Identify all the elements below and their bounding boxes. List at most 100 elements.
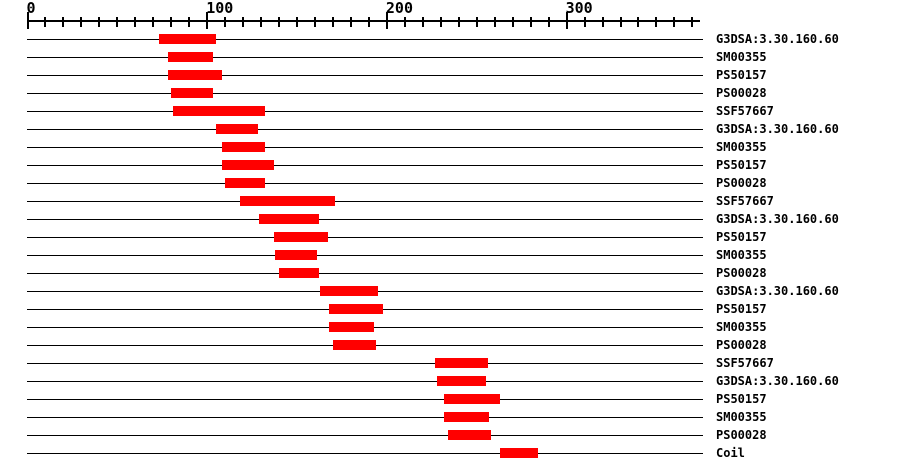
- feature-row-line: [27, 417, 703, 418]
- feature-bar: [216, 124, 258, 134]
- ruler-tick-minor: [242, 17, 245, 27]
- feature-row-label: G3DSA:3.30.160.60: [716, 284, 839, 298]
- ruler-tick-minor: [134, 17, 137, 27]
- ruler-tick-minor: [62, 17, 65, 27]
- feature-row-line: [27, 399, 703, 400]
- ruler-tick-minor: [601, 17, 604, 27]
- feature-row-line: [27, 453, 703, 454]
- ruler-tick-minor: [116, 17, 119, 27]
- feature-row-label: SM00355: [716, 320, 767, 334]
- ruler-line: [27, 20, 700, 22]
- ruler-tick-minor: [403, 17, 406, 27]
- feature-row-line: [27, 165, 703, 166]
- ruler-tick-label: 0: [26, 0, 36, 17]
- ruler-tick-label: 200: [385, 0, 413, 17]
- feature-row-line: [27, 39, 703, 40]
- feature-row-line: [27, 363, 703, 364]
- feature-row-line: [27, 129, 703, 130]
- feature-row-line: [27, 237, 703, 238]
- ruler-tick-major: [385, 12, 388, 29]
- ruler-tick-minor: [349, 17, 352, 27]
- feature-row-label: PS00028: [716, 176, 767, 190]
- feature-row-line: [27, 219, 703, 220]
- feature-row-label: G3DSA:3.30.160.60: [716, 374, 839, 388]
- feature-row-label: Coil: [716, 446, 745, 460]
- feature-row-label: SM00355: [716, 410, 767, 424]
- feature-row-line: [27, 183, 703, 184]
- feature-row-line: [27, 75, 703, 76]
- feature-row-label: SM00355: [716, 50, 767, 64]
- feature-bar: [225, 178, 265, 188]
- feature-bar: [444, 394, 501, 404]
- feature-row-line: [27, 435, 703, 436]
- ruler-tick-minor: [152, 17, 155, 27]
- feature-row-label: SM00355: [716, 248, 767, 262]
- feature-row-label: PS50157: [716, 68, 767, 82]
- ruler-tick-minor: [637, 17, 640, 27]
- feature-bar: [437, 376, 486, 386]
- feature-bar: [332, 340, 377, 350]
- feature-bar: [329, 304, 384, 314]
- ruler-tick-minor: [170, 17, 173, 27]
- ruler-tick-minor: [529, 17, 532, 27]
- feature-row-label: PS00028: [716, 338, 767, 352]
- ruler-tick-minor: [493, 17, 496, 27]
- ruler-tick-minor: [439, 17, 442, 27]
- feature-row-label: SSF57667: [716, 104, 774, 118]
- feature-bar: [221, 142, 265, 152]
- feature-row-line: [27, 201, 703, 202]
- ruler-tick-minor: [278, 17, 281, 27]
- feature-bar: [273, 232, 328, 242]
- ruler-tick-minor: [188, 17, 191, 27]
- ruler-tick-minor: [655, 17, 658, 27]
- feature-bar: [221, 160, 274, 170]
- feature-bar: [275, 250, 317, 260]
- feature-bar: [173, 106, 265, 116]
- feature-row-line: [27, 111, 703, 112]
- feature-row-line: [27, 93, 703, 94]
- feature-bar: [447, 430, 492, 440]
- feature-row-label: G3DSA:3.30.160.60: [716, 122, 839, 136]
- ruler-tick-major: [206, 12, 209, 29]
- feature-bar: [171, 88, 213, 98]
- ruler-tick-minor: [314, 17, 317, 27]
- feature-row-label: SM00355: [716, 140, 767, 154]
- feature-row-label: PS50157: [716, 302, 767, 316]
- feature-bar: [444, 412, 490, 422]
- feature-bar: [259, 214, 319, 224]
- ruler-tick-minor: [511, 17, 514, 27]
- feature-bar: [279, 268, 319, 278]
- feature-row-label: G3DSA:3.30.160.60: [716, 32, 839, 46]
- feature-bar: [239, 196, 335, 206]
- feature-bar: [167, 52, 213, 62]
- ruler-tick-minor: [296, 17, 299, 27]
- ruler-tick-minor: [98, 17, 101, 27]
- feature-row-label: PS00028: [716, 266, 767, 280]
- feature-row-label: SSF57667: [716, 194, 774, 208]
- feature-bar: [500, 448, 538, 458]
- feature-bar: [320, 286, 378, 296]
- ruler-tick-minor: [44, 17, 47, 27]
- feature-row-line: [27, 255, 703, 256]
- ruler-tick-minor: [260, 17, 263, 27]
- ruler-tick-major: [565, 12, 568, 29]
- feature-row-label: PS00028: [716, 428, 767, 442]
- ruler-tick-minor: [421, 17, 424, 27]
- feature-row-line: [27, 381, 703, 382]
- ruler-tick-minor: [367, 17, 370, 27]
- feature-bar: [329, 322, 375, 332]
- feature-bar: [435, 358, 488, 368]
- ruler-tick-minor: [619, 17, 622, 27]
- feature-bar: [167, 70, 222, 80]
- ruler-tick-minor: [691, 17, 694, 27]
- ruler-tick-minor: [673, 17, 676, 27]
- ruler-tick-major: [26, 12, 29, 29]
- feature-row-line: [27, 273, 703, 274]
- feature-row-line: [27, 147, 703, 148]
- feature-bar: [158, 34, 217, 44]
- feature-row-label: PS50157: [716, 230, 767, 244]
- ruler-tick-minor: [331, 17, 334, 27]
- ruler-tick-minor: [457, 17, 460, 27]
- ruler-tick-minor: [224, 17, 227, 27]
- ruler-tick-label: 100: [206, 0, 234, 17]
